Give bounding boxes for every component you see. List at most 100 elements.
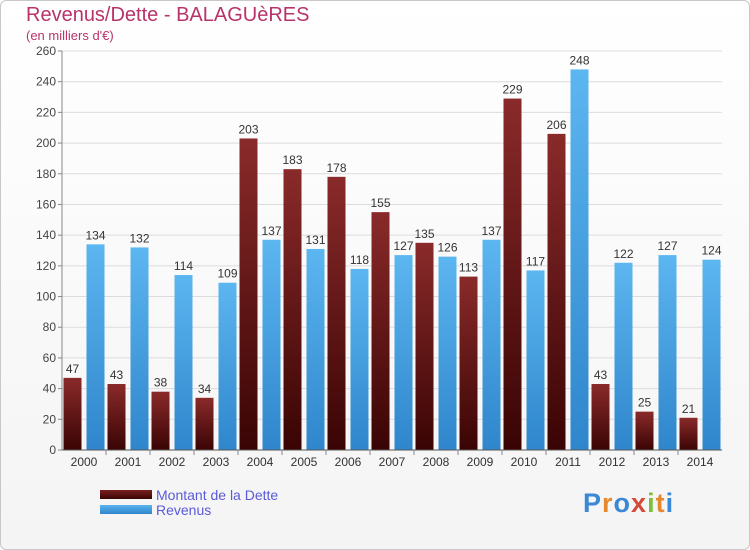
bar-dette <box>635 411 654 450</box>
data-label: 155 <box>370 196 390 210</box>
y-tick-label: 160 <box>36 197 56 211</box>
y-tick-label: 240 <box>36 75 56 89</box>
bars <box>63 69 721 451</box>
logo-letter: o <box>613 488 632 518</box>
x-tick-label: 2010 <box>511 455 538 469</box>
bar-dette <box>547 133 566 450</box>
data-label: 43 <box>110 368 124 382</box>
logo-letter: r <box>602 488 614 518</box>
bar-revenus <box>218 282 237 450</box>
bar-revenus <box>350 268 369 450</box>
y-tick-label: 120 <box>36 259 56 273</box>
bar-dette <box>371 212 390 450</box>
x-tick-label: 2011 <box>555 455 581 469</box>
data-label: 109 <box>217 267 237 281</box>
legend-label-revenus: Revenus <box>156 501 212 518</box>
y-tick-label: 80 <box>43 320 57 334</box>
data-label: 137 <box>261 224 281 238</box>
bar-dette <box>195 397 214 450</box>
bar-dette <box>679 417 698 450</box>
bar-dette <box>107 384 126 450</box>
data-label: 117 <box>526 254 545 268</box>
data-label: 25 <box>638 396 652 410</box>
chart-subtitle: (en milliers d'€) <box>26 28 114 43</box>
bar-dette <box>415 242 434 450</box>
data-label: 127 <box>393 239 413 253</box>
x-tick-label: 2009 <box>467 455 494 469</box>
x-tick-label: 2003 <box>203 455 230 469</box>
bar-revenus <box>174 275 193 450</box>
bar-revenus <box>526 270 545 450</box>
legend: Montant de la Dette Revenus <box>100 486 279 518</box>
y-tick-label: 140 <box>36 228 56 242</box>
bar-dette <box>151 391 170 450</box>
x-axis: 2000 2001 2002 2003 2004 2005 2006 2007 2008 2009… <box>62 449 722 469</box>
data-label: 137 <box>481 224 501 238</box>
data-label: 118 <box>350 253 369 267</box>
bar-dette <box>239 138 258 450</box>
bar-dette <box>459 276 478 450</box>
bar-dette <box>63 377 82 450</box>
data-label: 47 <box>66 362 80 376</box>
bar-revenus <box>394 255 413 450</box>
y-tick-label: 40 <box>43 382 57 396</box>
bar-revenus <box>438 256 457 450</box>
bar-dette <box>327 176 346 451</box>
data-label: 248 <box>569 53 589 67</box>
data-label: 206 <box>546 118 566 132</box>
logo-letter: i <box>665 488 675 518</box>
logo-letter: t <box>655 488 666 518</box>
logo-letter: P <box>583 488 603 518</box>
y-tick-label: 180 <box>36 167 56 181</box>
bar-revenus <box>614 262 633 450</box>
bar-revenus <box>482 239 501 450</box>
bar-revenus <box>306 248 325 450</box>
grid-lines <box>62 50 722 451</box>
y-tick-label: 0 <box>49 443 56 457</box>
data-label: 38 <box>154 376 168 390</box>
data-label: 21 <box>682 402 696 416</box>
data-label: 122 <box>613 247 633 261</box>
data-label: 183 <box>282 153 302 167</box>
logo-letter: x <box>631 488 648 518</box>
x-tick-label: 2014 <box>687 455 714 469</box>
y-axis: 0 20 40 60 80 100 120 140 160 180 200 220 240 260 <box>36 44 63 457</box>
legend-label-dette: Montant de la Dette <box>156 486 279 503</box>
data-label: 124 <box>701 244 721 258</box>
bar-dette <box>503 98 522 451</box>
data-label: 178 <box>326 161 346 175</box>
x-tick-label: 2008 <box>423 455 450 469</box>
y-tick-label: 60 <box>43 351 57 365</box>
proxiti-logo: Proxiti <box>583 488 674 519</box>
data-label: 34 <box>198 382 212 396</box>
logo-letter: i <box>647 488 656 518</box>
legend-swatch-dette <box>100 490 152 499</box>
bar-revenus <box>702 259 721 450</box>
bar-revenus <box>130 247 149 450</box>
y-tick-label: 260 <box>36 44 56 58</box>
x-tick-label: 2012 <box>599 455 626 469</box>
x-tick-label: 2006 <box>335 455 362 469</box>
x-tick-label: 2004 <box>247 455 274 469</box>
data-label: 132 <box>129 231 149 245</box>
legend-item-dette: Montant de la Dette <box>100 486 279 503</box>
data-label: 134 <box>85 228 105 242</box>
x-tick-label: 2005 <box>291 455 318 469</box>
data-label: 43 <box>594 368 608 382</box>
y-tick-label: 20 <box>43 412 57 426</box>
x-tick-label: 2007 <box>379 455 406 469</box>
bar-revenus <box>86 244 105 450</box>
legend-item-revenus: Revenus <box>100 501 278 518</box>
data-label: 203 <box>238 122 258 136</box>
x-tick-label: 2000 <box>71 455 98 469</box>
data-label: 126 <box>437 241 457 255</box>
legend-swatch-revenus <box>100 505 152 514</box>
chart-title: Revenus/Dette - BALAGUèRES <box>26 4 310 26</box>
x-tick-label: 2013 <box>643 455 670 469</box>
data-labels: 47 134 43 132 38 114 34 109 203 137 183 131 178 118 15… <box>66 53 722 415</box>
y-tick-label: 200 <box>36 136 56 150</box>
data-label: 114 <box>174 259 193 273</box>
bar-revenus <box>262 239 281 450</box>
data-label: 135 <box>414 227 434 241</box>
